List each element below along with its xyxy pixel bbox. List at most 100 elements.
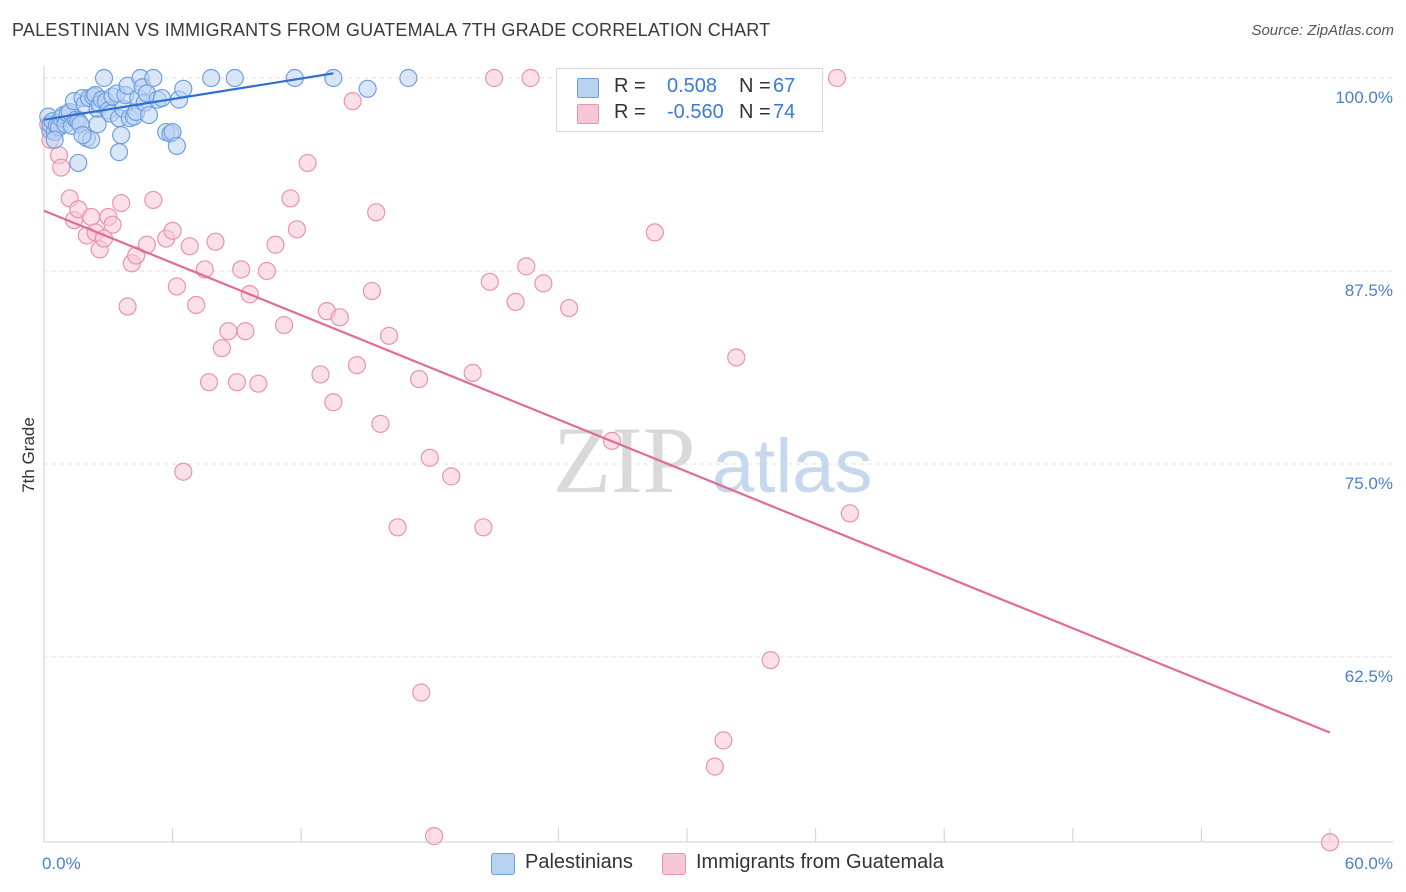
data-point — [379, 326, 399, 345]
data-point — [225, 68, 244, 88]
data-point — [287, 220, 307, 239]
data-point — [521, 68, 540, 88]
legend-swatch-blue — [577, 78, 599, 98]
y-tick-label: 100.0% — [1335, 88, 1393, 107]
data-point — [163, 221, 182, 240]
data-point — [399, 68, 418, 88]
data-point — [112, 193, 131, 213]
legend-n-label: N = — [739, 75, 771, 97]
trend-line-guatemala — [43, 209, 1331, 734]
data-point — [367, 203, 386, 222]
data-point — [388, 518, 407, 537]
data-point — [249, 374, 268, 393]
source-label: Source: ZipAtlas.com — [1251, 22, 1394, 39]
x-tick-left: 0.0% — [42, 854, 81, 873]
data-point — [274, 315, 294, 335]
data-point — [761, 650, 780, 670]
legend-r-label: R = — [614, 101, 646, 123]
data-point — [358, 79, 377, 98]
data-point — [144, 190, 163, 210]
data-point — [73, 126, 92, 145]
y-axis-label: 7th Grade — [19, 417, 38, 493]
data-point — [409, 369, 429, 389]
data-point — [212, 339, 231, 358]
data-point — [827, 68, 847, 88]
legend-swatch-pink — [662, 853, 686, 875]
data-point — [485, 68, 504, 88]
y-tick-label: 62.5% — [1345, 667, 1393, 686]
data-point — [311, 365, 330, 384]
legend-r-value: 0.508 — [667, 75, 718, 97]
series-palestinians-points — [39, 68, 418, 173]
data-point — [109, 143, 129, 162]
data-point — [232, 260, 251, 279]
data-point — [412, 683, 431, 702]
legend-r-value: -0.560 — [667, 101, 724, 123]
legend-swatch-pink — [577, 104, 599, 124]
data-point — [266, 235, 285, 254]
data-point — [257, 261, 277, 281]
data-point — [174, 79, 193, 98]
data-point — [52, 158, 71, 177]
x-tick-right: 60.0% — [1345, 854, 1393, 873]
data-point — [727, 348, 746, 367]
legend-swatch-blue — [491, 853, 515, 875]
data-point — [187, 295, 206, 315]
legend-n-value: 67 — [773, 75, 796, 97]
data-point — [1320, 833, 1340, 852]
y-tick-labels: 100.0% 87.5% 75.0% 62.5% — [1335, 88, 1393, 686]
data-point — [517, 257, 536, 276]
data-point — [442, 467, 461, 486]
legend-series-name: Palestinians — [525, 851, 633, 873]
data-point — [362, 281, 382, 301]
data-point — [840, 504, 859, 523]
data-point — [206, 232, 225, 251]
data-point — [705, 757, 724, 776]
data-point — [371, 414, 390, 433]
data-point — [281, 189, 300, 208]
data-point — [298, 153, 317, 173]
watermark-atlas: atlas — [712, 424, 873, 509]
data-point — [534, 274, 553, 293]
chart-title: PALESTINIAN VS IMMIGRANTS FROM GUATEMALA… — [12, 20, 771, 40]
trend-lines — [43, 72, 1331, 734]
data-point — [480, 272, 499, 291]
correlation-legend: R = 0.508 N = 67 R = -0.560 N = 74 — [556, 68, 823, 132]
data-point — [324, 68, 343, 88]
data-point — [167, 136, 186, 156]
y-tick-label: 75.0% — [1345, 474, 1393, 493]
data-point — [167, 277, 186, 296]
data-point — [236, 322, 255, 341]
data-point — [152, 88, 171, 108]
legend-series-name: Immigrants from Guatemala — [696, 851, 944, 873]
legend-n-value: 74 — [773, 101, 796, 123]
data-point — [324, 393, 343, 412]
data-point — [347, 356, 367, 375]
data-point — [112, 126, 131, 145]
trend-line-palestinians — [43, 72, 334, 121]
data-point — [202, 68, 221, 88]
data-point — [560, 298, 579, 318]
data-point — [45, 130, 64, 149]
data-point — [180, 237, 199, 256]
data-point — [139, 105, 159, 125]
data-point — [474, 518, 493, 537]
watermark-zip: ZIP — [553, 407, 696, 513]
gridlines — [44, 77, 1393, 658]
data-point — [174, 462, 193, 481]
data-point — [227, 373, 246, 392]
data-point — [103, 215, 122, 234]
data-point — [82, 207, 101, 227]
data-point — [343, 92, 362, 111]
data-point — [88, 115, 107, 134]
data-point — [424, 827, 444, 846]
legend-r-label: R = — [614, 75, 646, 97]
data-point — [420, 448, 439, 467]
data-point — [330, 308, 349, 327]
data-point — [118, 297, 137, 316]
data-point — [144, 68, 163, 88]
y-tick-label: 87.5% — [1345, 281, 1393, 300]
data-point — [714, 731, 733, 750]
data-point — [645, 223, 664, 242]
